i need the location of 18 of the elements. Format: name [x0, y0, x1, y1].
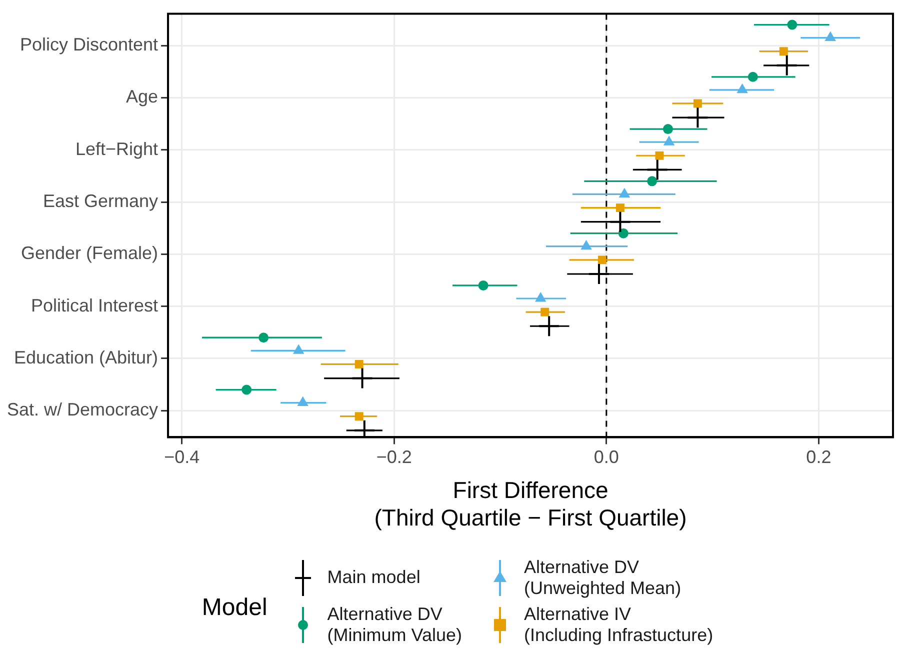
- legend-label: Alternative DV (Unweighted Mean): [524, 557, 682, 598]
- x-tick-label: −0.4: [164, 446, 200, 467]
- x-tick-label: −0.2: [376, 446, 412, 467]
- y-tick-label: Left−Right: [75, 138, 158, 159]
- y-tick-label: Gender (Female): [20, 243, 158, 264]
- x-axis-title: First Difference (Third Quartile − First Quartile): [374, 476, 687, 531]
- x-tick-label: 0.2: [806, 446, 832, 467]
- y-tick-label: Education (Abitur): [14, 347, 158, 368]
- legend-label: Alternative DV (Minimum Value): [327, 604, 462, 646]
- legend-label: Alternative IV (Including Infrastucture): [524, 604, 714, 646]
- y-tick-label: East Germany: [42, 191, 158, 212]
- y-tick-label: Age: [126, 86, 158, 107]
- y-tick-label: Political Interest: [30, 295, 158, 316]
- x-tick-label: 0.0: [594, 446, 619, 467]
- y-tick-label: Policy Discontent: [20, 34, 158, 55]
- legend-title: Model: [202, 594, 268, 622]
- y-tick-label: Sat. w/ Democracy: [6, 400, 158, 420]
- legend-label: Main model: [327, 567, 420, 588]
